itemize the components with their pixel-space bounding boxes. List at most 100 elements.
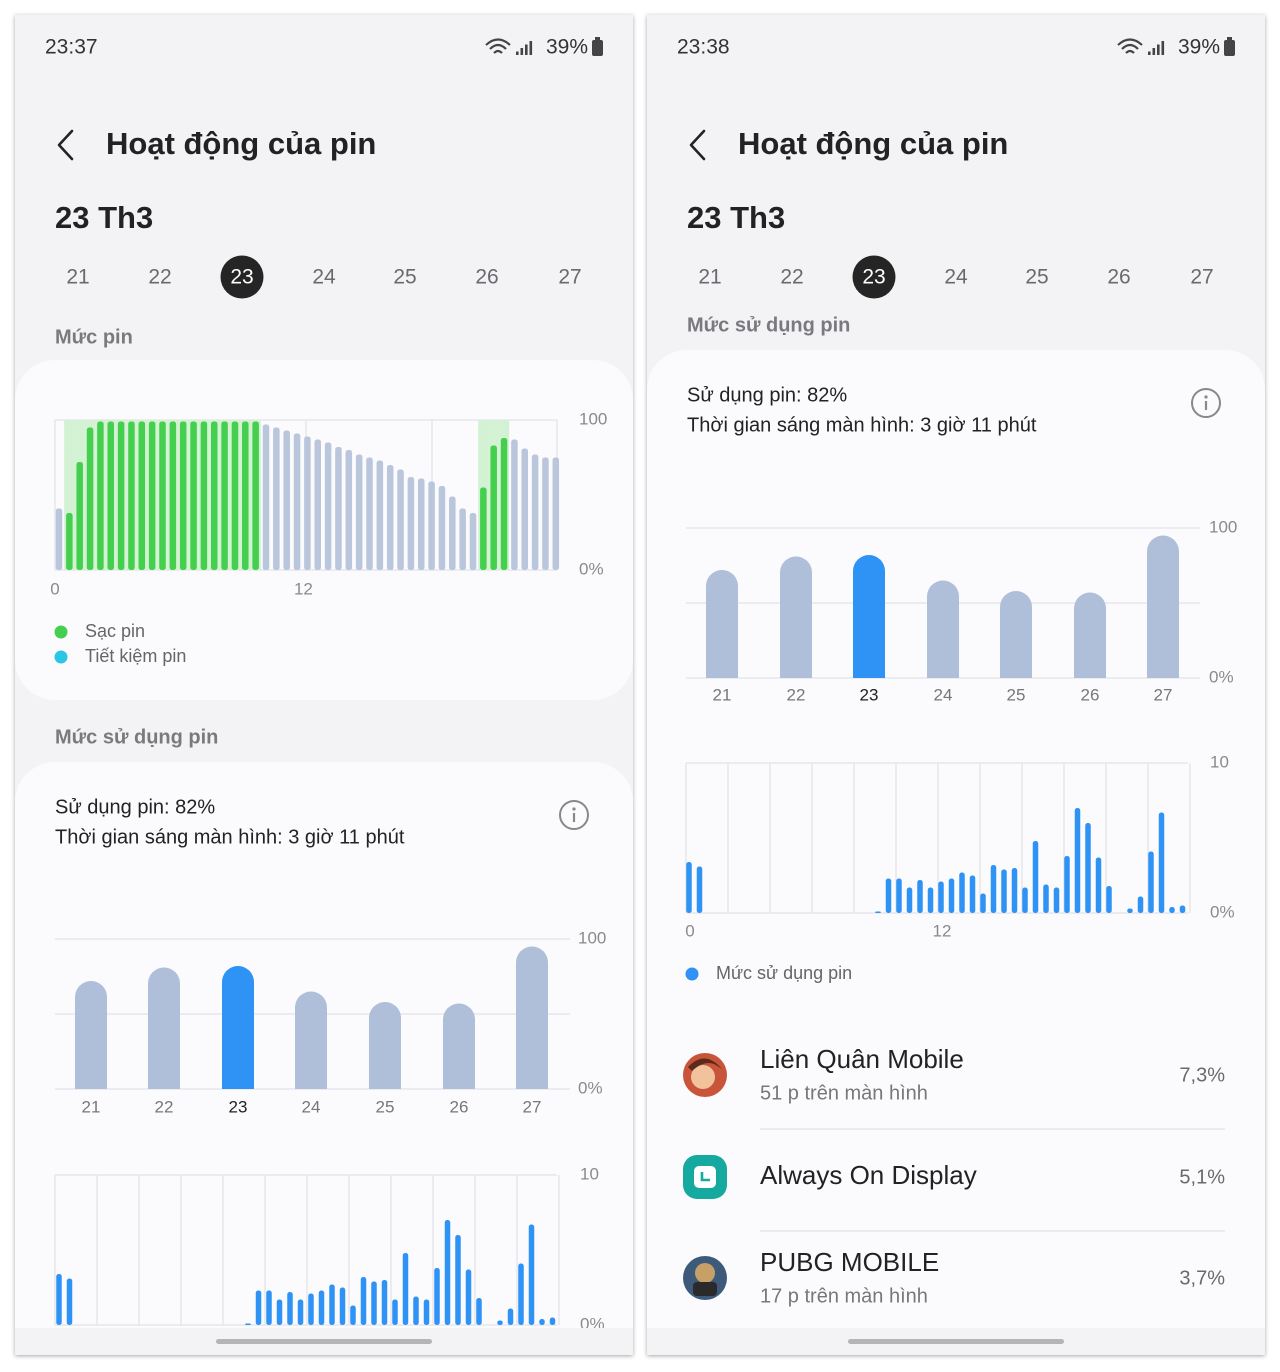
day-item[interactable]: 26 [475, 266, 498, 289]
bar [56, 1274, 62, 1325]
bar [1179, 905, 1186, 913]
battery-icon [1224, 40, 1235, 56]
back-button[interactable] [689, 129, 706, 161]
x-tick-label: 27 [523, 1097, 542, 1116]
back-button[interactable] [57, 129, 74, 161]
bar [1011, 868, 1018, 913]
bar [345, 450, 353, 570]
bar [1147, 535, 1179, 678]
section-heading: Mức sử dụng pin [687, 314, 850, 336]
app-icon-helmet [695, 1263, 715, 1283]
bar [231, 421, 239, 570]
bar [875, 911, 881, 913]
wifi-icon [485, 38, 511, 54]
bar [117, 421, 125, 570]
bar [339, 1287, 346, 1325]
bar [516, 946, 548, 1089]
app-name[interactable]: Always On Display [760, 1160, 977, 1190]
app-icon-glyph [694, 1166, 716, 1188]
bar [371, 1281, 377, 1325]
bar [66, 1278, 73, 1325]
signal-bar [520, 48, 524, 55]
day-item[interactable]: 21 [66, 266, 89, 289]
status-battery: 39% [546, 36, 588, 59]
screen: 23:37 39% Hoạt động của pin 23 Th3 21 22 23 24 2… [15, 36, 633, 1355]
app-name[interactable]: PUBG MOBILE [760, 1247, 939, 1277]
y-tick-label: 100 [578, 928, 606, 947]
bar [1064, 856, 1070, 913]
day-item[interactable]: 23 [862, 266, 885, 289]
date-heading: 23 Th3 [687, 200, 785, 235]
bar [885, 878, 892, 913]
day-item[interactable]: 23 [230, 266, 253, 289]
bar [55, 508, 63, 570]
day-item[interactable]: 26 [1107, 266, 1130, 289]
nav-handle [216, 1339, 432, 1344]
bar [1106, 886, 1112, 913]
bar [686, 862, 692, 913]
x-tick-label: 0 [685, 921, 694, 940]
bar [190, 421, 197, 570]
bar [329, 1284, 335, 1325]
x-tick-label: 26 [1081, 685, 1100, 704]
y-tick-label: 0% [579, 559, 604, 578]
app-detail: 51 p trên màn hình [760, 1082, 928, 1104]
bar [283, 430, 290, 570]
info-button[interactable] [1191, 388, 1221, 418]
bar [148, 967, 180, 1089]
bar [324, 442, 332, 570]
bar [386, 465, 394, 570]
info-button[interactable] [559, 800, 589, 830]
day-item[interactable]: 21 [698, 266, 721, 289]
bar [521, 448, 528, 570]
bar [423, 1299, 430, 1325]
day-item[interactable]: 25 [393, 266, 416, 289]
bar [297, 1299, 304, 1325]
status-time: 23:38 [677, 36, 730, 59]
x-tick-label: 12 [933, 921, 952, 940]
bar [438, 486, 446, 570]
bar [1095, 857, 1102, 913]
legend-label: Mức sử dụng pin [716, 963, 852, 983]
day-item[interactable]: 25 [1025, 266, 1048, 289]
bar [262, 424, 270, 570]
day-item[interactable]: 27 [1190, 266, 1213, 289]
x-tick-label: 22 [787, 685, 806, 704]
status-battery: 39% [1178, 36, 1220, 59]
day-item[interactable]: 27 [558, 266, 581, 289]
bar [360, 1277, 367, 1325]
bar [252, 421, 259, 570]
x-tick-label: 25 [376, 1097, 395, 1116]
day-item[interactable]: 22 [780, 266, 803, 289]
bar [518, 1263, 524, 1325]
bar [480, 487, 487, 570]
bar [444, 1220, 451, 1325]
y-tick-label: 100 [579, 409, 607, 428]
x-tick-label: 25 [1007, 685, 1026, 704]
y-tick-label: 10 [580, 1164, 599, 1183]
y-tick-label: 0% [578, 1078, 603, 1097]
day-item[interactable]: 24 [312, 266, 336, 289]
bar [428, 481, 435, 570]
bar [539, 1319, 545, 1325]
app-share: 7,3% [1179, 1064, 1225, 1086]
bar [369, 1002, 401, 1089]
selected-day [220, 255, 264, 299]
usage-summary: Thời gian sáng màn hình: 3 giờ 11 phút [55, 826, 405, 848]
app-name[interactable]: Liên Quân Mobile [760, 1044, 964, 1074]
day-item[interactable]: 22 [148, 266, 171, 289]
bar [221, 421, 228, 570]
page-title: Hoạt động của pin [738, 126, 1008, 161]
bar [138, 421, 146, 570]
bar [455, 1235, 461, 1325]
legend-swatch [54, 650, 68, 664]
bar [314, 439, 321, 570]
section-heading: Mức sử dụng pin [55, 726, 218, 748]
bar [927, 887, 934, 913]
signal-bar [525, 44, 528, 55]
day-item[interactable]: 24 [944, 266, 968, 289]
app-icon-body [693, 1282, 717, 1296]
bar [552, 457, 560, 570]
bar [318, 1290, 325, 1325]
app-share: 3,7% [1179, 1267, 1225, 1289]
